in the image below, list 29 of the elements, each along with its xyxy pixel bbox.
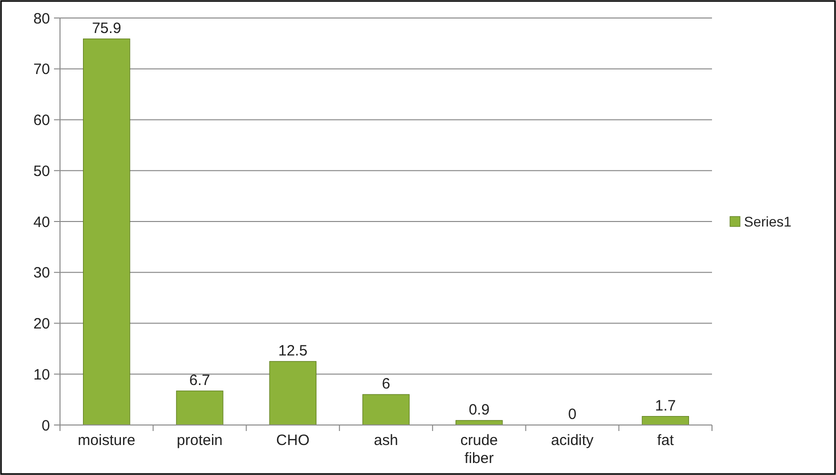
y-tick-label: 30 bbox=[33, 264, 50, 282]
bar bbox=[269, 361, 316, 426]
data-label: 6.7 bbox=[189, 372, 210, 389]
y-tick-label: 40 bbox=[33, 214, 50, 231]
x-tick-label: fat bbox=[657, 432, 675, 449]
y-tick-label: 50 bbox=[33, 162, 50, 180]
y-tick-label: 80 bbox=[33, 10, 50, 28]
x-tick-label: ash bbox=[374, 432, 398, 449]
y-tick-label: 0 bbox=[42, 417, 50, 434]
x-tick-label: acidity bbox=[551, 432, 594, 449]
bar bbox=[362, 394, 410, 426]
x-tick-label: protein bbox=[176, 432, 223, 449]
data-label: 0 bbox=[568, 406, 576, 423]
bar bbox=[176, 390, 224, 426]
data-label: 6 bbox=[382, 375, 390, 392]
bar bbox=[642, 416, 690, 426]
legend-label: Series1 bbox=[744, 213, 792, 230]
x-tick-label: crude fiber bbox=[460, 432, 498, 467]
y-tick-label: 10 bbox=[33, 366, 50, 384]
data-label: 75.9 bbox=[92, 20, 122, 37]
bar bbox=[82, 38, 130, 426]
x-tick-label: CHO bbox=[276, 432, 310, 449]
y-tick-label: 60 bbox=[33, 112, 50, 129]
y-tick-label: 70 bbox=[33, 61, 50, 78]
data-label: 0.9 bbox=[468, 401, 490, 418]
x-tick-label: moisture bbox=[78, 432, 136, 449]
data-label: 1.7 bbox=[655, 397, 676, 414]
data-label: 12.5 bbox=[278, 342, 308, 360]
y-tick-label: 20 bbox=[33, 316, 50, 332]
